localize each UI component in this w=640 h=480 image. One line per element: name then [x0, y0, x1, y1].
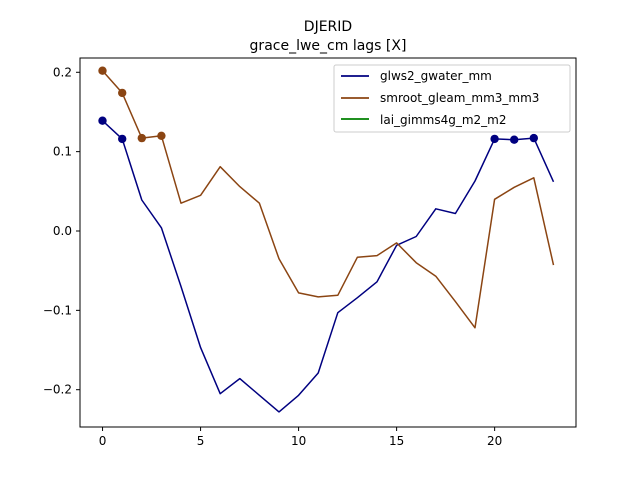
series-0-marker	[98, 117, 106, 125]
legend-label-lai: lai_gimms4g_m2_m2	[380, 113, 507, 127]
y-tick-label: 0.1	[53, 145, 72, 159]
legend-label-glws2: glws2_gwater_mm	[380, 69, 492, 83]
series-1-marker	[157, 132, 165, 140]
y-tick-label: 0.2	[53, 65, 72, 79]
y-tick-label: 0.0	[53, 224, 72, 238]
series-0-marker	[118, 135, 126, 143]
series-1-marker	[138, 134, 146, 142]
series-0-marker	[490, 135, 498, 143]
series-0-marker	[510, 136, 518, 144]
legend-label-smroot: smroot_gleam_mm3_mm3	[380, 91, 539, 105]
series-0-marker	[530, 134, 538, 142]
x-tick-label: 5	[197, 434, 205, 448]
x-tick-label: 0	[99, 434, 107, 448]
chart-subtitle: grace_lwe_cm lags [X]	[250, 38, 407, 54]
x-tick-label: 15	[389, 434, 404, 448]
y-tick-label: −0.1	[43, 303, 72, 317]
series-1-marker	[118, 89, 126, 97]
legend: glws2_gwater_mm smroot_gleam_mm3_mm3 lai…	[334, 65, 570, 132]
x-axis: 0 5 10 15 20	[99, 427, 503, 448]
x-tick-label: 20	[487, 434, 502, 448]
series-1-marker	[98, 67, 106, 75]
y-axis: −0.2 −0.1 0.0 0.1 0.2	[43, 65, 80, 396]
y-tick-label: −0.2	[43, 383, 72, 397]
chart-title: DJERID	[304, 19, 352, 35]
x-tick-label: 10	[291, 434, 306, 448]
